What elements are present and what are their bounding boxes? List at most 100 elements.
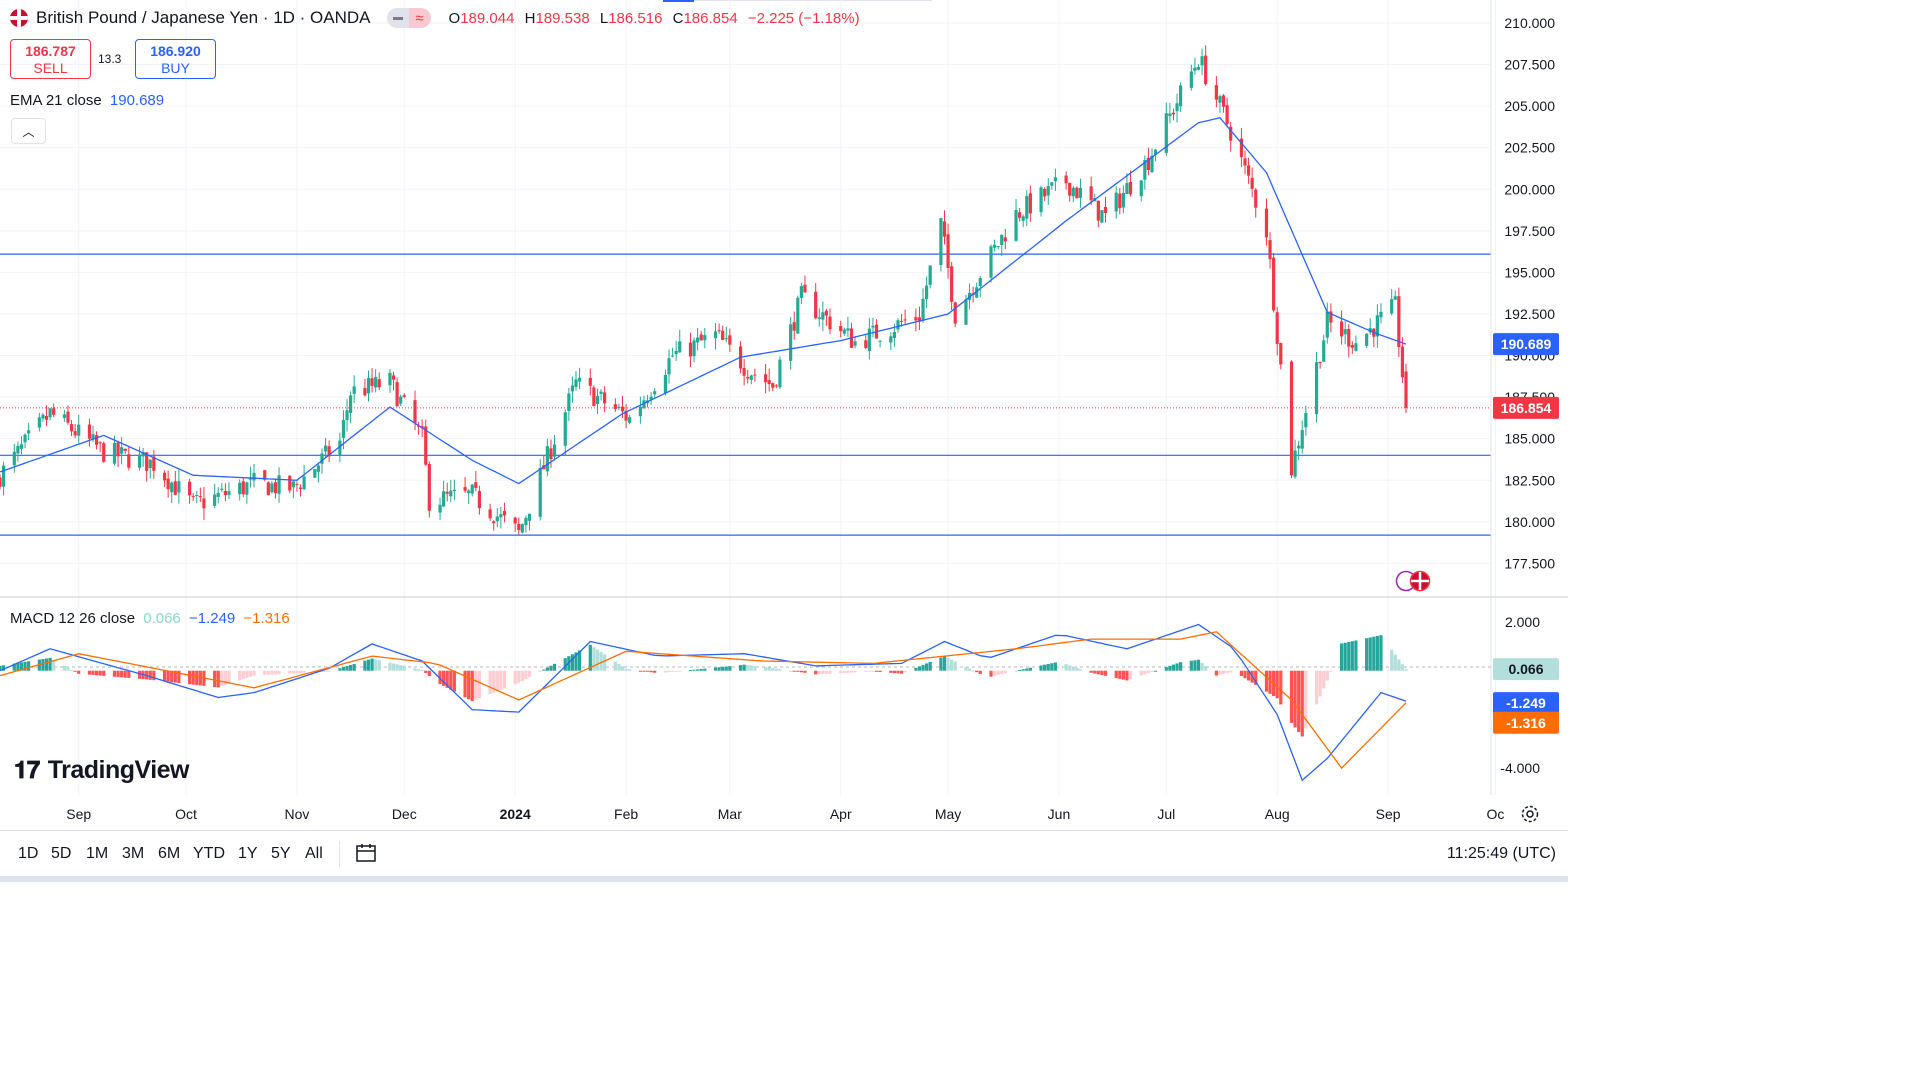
candle-body — [302, 476, 306, 490]
histogram-bar — [1229, 670, 1233, 673]
time-tick-label: Jul — [1157, 806, 1175, 822]
histogram-bar — [127, 670, 131, 678]
histogram-bar — [391, 663, 396, 671]
histogram-bar — [12, 663, 16, 671]
candle-body — [245, 482, 249, 495]
candle-body — [989, 246, 993, 278]
candle-body — [667, 358, 671, 375]
buy-button[interactable]: 186.920 BUY — [135, 39, 216, 79]
candle-body — [12, 451, 16, 466]
market-status-pill[interactable]: ≈ — [386, 8, 431, 28]
bottom-strip — [0, 876, 1568, 882]
candle-body — [774, 385, 778, 387]
candle-body — [102, 443, 106, 462]
candle-body — [445, 491, 449, 494]
histogram-bar — [216, 670, 220, 688]
candle-body — [424, 426, 428, 465]
histogram-bar — [552, 663, 557, 671]
histogram-bar — [463, 670, 467, 698]
price-tick-label: 197.500 — [1504, 223, 1555, 239]
histogram-bar — [1239, 670, 1244, 676]
histogram-bar — [298, 670, 303, 673]
candle-body — [517, 523, 521, 531]
histogram-bar — [0, 665, 2, 671]
collapse-legend-button[interactable]: ︿ — [11, 118, 46, 144]
candle-body — [871, 325, 875, 328]
globe-icon[interactable] — [1393, 570, 1433, 592]
candle-body — [141, 452, 145, 457]
histogram-bar — [867, 670, 871, 672]
symbol-title[interactable]: British Pound / Japanese Yen · 1D · OAND… — [36, 8, 371, 27]
candle-body — [753, 374, 757, 376]
histogram-bar — [1200, 662, 1204, 671]
candle-body — [839, 325, 843, 332]
histogram-bar — [352, 663, 356, 671]
candle-body — [1139, 180, 1143, 197]
macd-legend[interactable]: MACD 12 26 close 0.066 −1.249 −1.316 — [10, 610, 290, 627]
histogram-bar — [112, 670, 117, 677]
candle-body — [878, 340, 882, 342]
candle-body — [1300, 430, 1304, 449]
candle-body — [127, 454, 131, 468]
candle-body — [950, 266, 954, 302]
candle-body — [577, 377, 582, 382]
histogram-bar — [771, 668, 775, 671]
symbol-legend[interactable]: British Pound / Japanese Yen · 1D · OAND… — [10, 8, 866, 28]
last-price-tag-text: 186.854 — [1501, 400, 1552, 416]
candle-body — [223, 490, 227, 495]
ema-price-tag-bg — [1493, 333, 1559, 356]
candle-body — [1114, 192, 1118, 212]
sell-button[interactable]: 186.787 SELL — [10, 39, 91, 79]
range-1y-button[interactable]: 1Y — [238, 845, 258, 862]
candle-body — [1375, 315, 1379, 337]
candle-body — [94, 435, 99, 445]
histogram-bar — [1225, 670, 1229, 674]
histogram-bar — [842, 670, 846, 673]
histogram-bar — [363, 660, 367, 671]
histogram-bar — [399, 665, 403, 671]
range-1m-button[interactable]: 1M — [86, 845, 109, 862]
range-5d-button[interactable]: 5D — [51, 845, 72, 862]
candle-body — [527, 513, 532, 521]
range-5y-button[interactable]: 5Y — [271, 845, 291, 862]
candle-body — [1193, 67, 1197, 71]
candle-body — [1018, 212, 1022, 218]
gear-icon[interactable] — [1520, 804, 1540, 824]
histogram-bar — [617, 663, 621, 671]
candle-body — [1043, 188, 1047, 197]
histogram-bar — [917, 666, 922, 671]
histogram-bar — [649, 670, 653, 673]
utc-clock[interactable]: 11:25:49 (UTC) — [1446, 845, 1556, 862]
histogram-bar — [73, 670, 77, 672]
candle-body — [789, 324, 793, 361]
candle-body — [37, 417, 41, 428]
range-ytd-button[interactable]: YTD — [193, 845, 225, 862]
histogram-bar — [162, 670, 167, 682]
candle-body — [73, 431, 77, 436]
sell-price: 186.787 — [25, 43, 76, 59]
last-price-tag-bg — [1493, 396, 1559, 419]
candle-body — [824, 310, 829, 316]
tradingview-logo[interactable]: 𝟏𝟕 TradingView — [14, 756, 190, 785]
range-6m-button[interactable]: 6M — [158, 845, 181, 862]
histogram-bar — [1279, 670, 1283, 705]
candle-body — [1289, 361, 1294, 476]
range-3m-button[interactable]: 3M — [122, 845, 145, 862]
candle-body — [653, 391, 657, 395]
candle-body — [452, 489, 456, 492]
ema-legend[interactable]: EMA 21 close 190.689 — [10, 92, 164, 109]
candle-body — [395, 382, 399, 407]
range-all-button[interactable]: All — [305, 845, 323, 862]
candle-body — [370, 378, 374, 386]
candle-body — [1096, 200, 1100, 221]
range-1d-button[interactable]: 1D — [18, 845, 39, 862]
chart-canvas[interactable]: 210.000 207.500 205.000 202.500 200.000 197.5… — [0, 0, 1568, 830]
candle-body — [1404, 371, 1408, 408]
histogram-bar — [449, 670, 453, 690]
histogram-bar — [137, 670, 142, 679]
calendar-icon[interactable] — [355, 843, 377, 863]
candle-body — [1400, 346, 1405, 378]
histogram-bar — [1343, 642, 1347, 671]
histogram-bar — [1018, 669, 1022, 671]
price-tick-label: 180.000 — [1504, 514, 1555, 530]
